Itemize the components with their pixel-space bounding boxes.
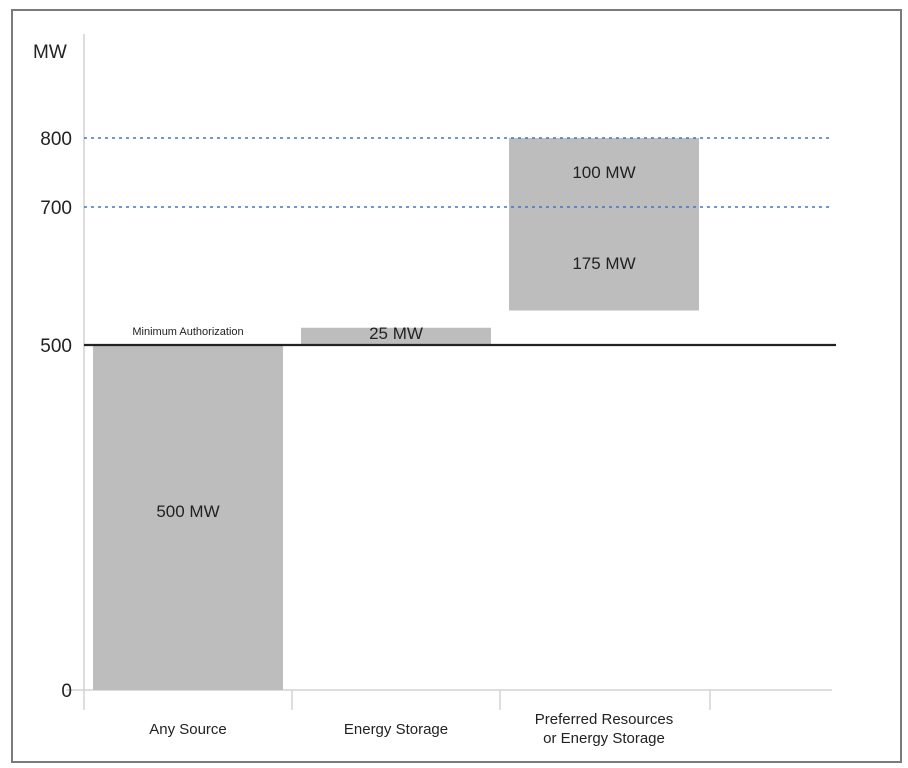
bar-3-lower-value-label: 175 MW <box>572 254 635 273</box>
y-tick-label: 0 <box>61 681 72 702</box>
y-tick-label: 500 <box>40 336 72 357</box>
y-tick-label: 700 <box>40 198 72 219</box>
x-category-label: Energy Storage <box>344 721 448 738</box>
x-category-label: or Energy Storage <box>543 730 665 747</box>
bar-2 <box>301 327 491 345</box>
y-axis-label: MW <box>33 42 67 63</box>
bar-3-upper-value-label: 100 MW <box>572 163 635 182</box>
bar-1-value-label: 500 MW <box>156 502 219 521</box>
x-category-label: Any Source <box>149 721 227 738</box>
x-category-label: Preferred Resources <box>535 711 673 728</box>
bar-1 <box>93 345 283 690</box>
bar-3 <box>509 138 699 311</box>
bar-2-value-label: 25 MW <box>369 324 423 343</box>
minimum-authorization-label: Minimum Authorization <box>132 326 243 338</box>
y-tick-label: 800 <box>40 129 72 150</box>
